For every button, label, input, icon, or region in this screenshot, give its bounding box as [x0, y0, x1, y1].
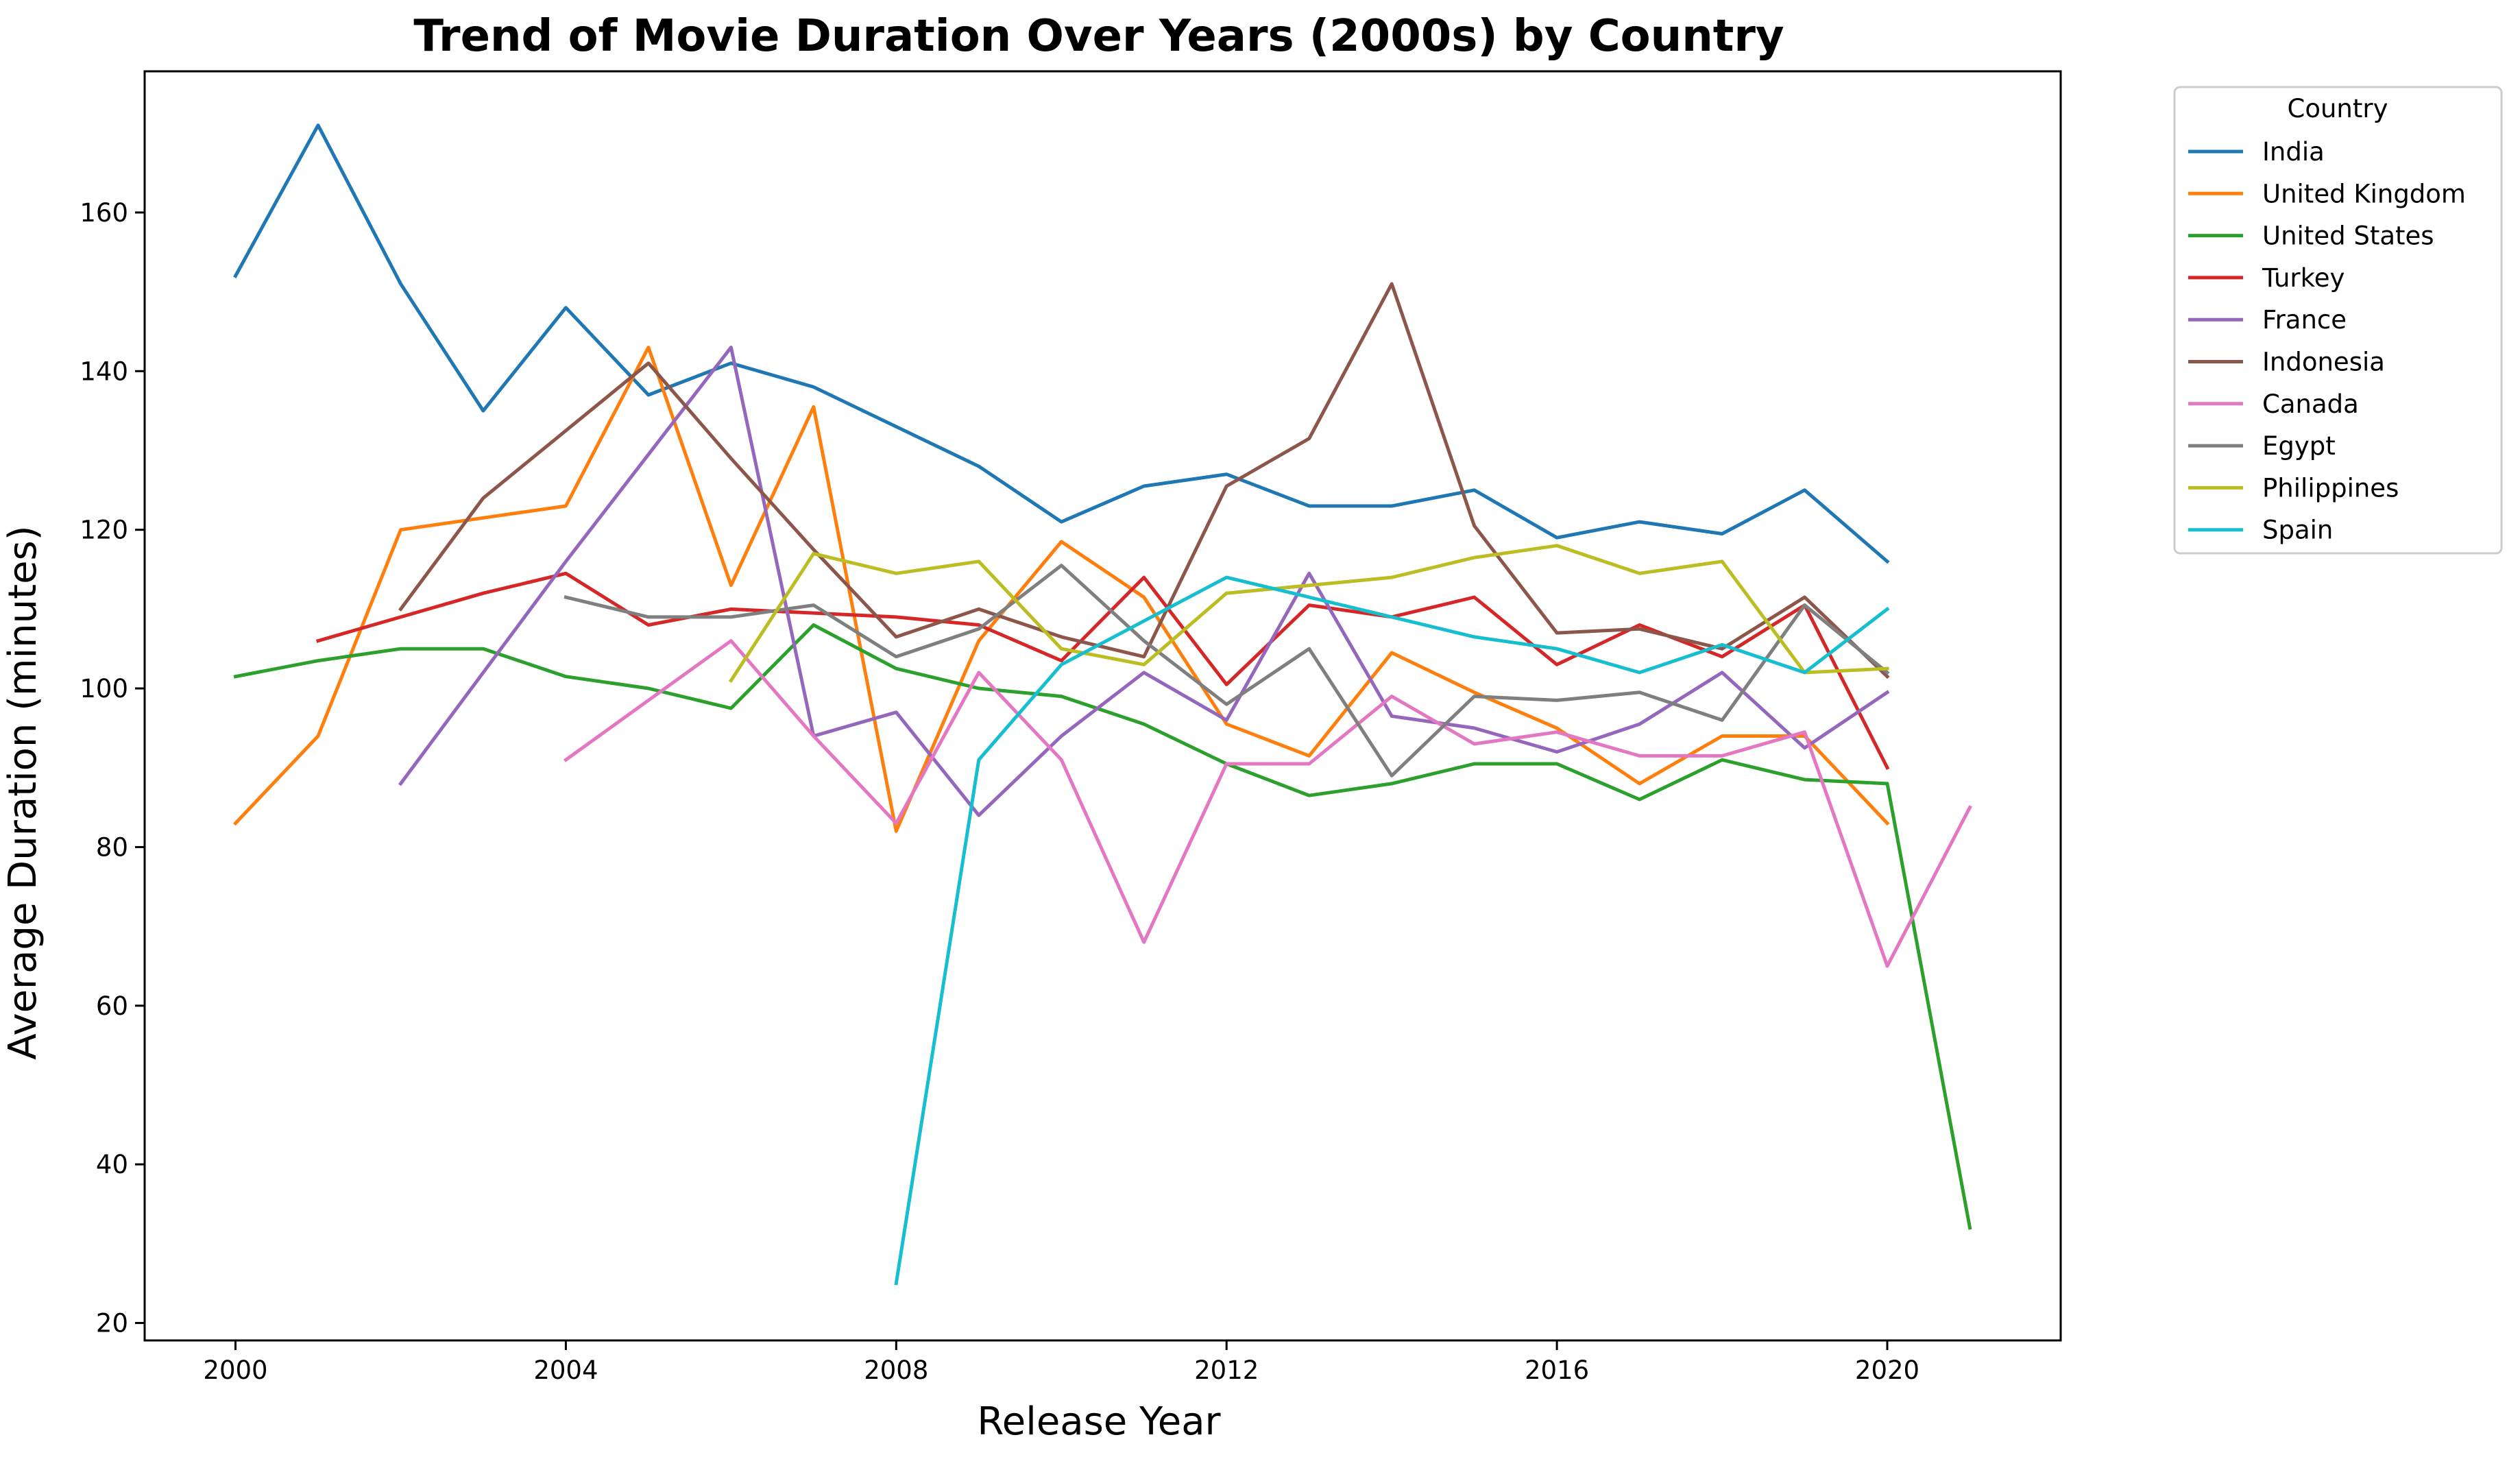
series-line-canada: [563, 639, 1972, 968]
y-tick-label: 60: [96, 991, 128, 1021]
y-tick-label: 100: [80, 674, 128, 703]
y-tick-label: 40: [96, 1150, 128, 1179]
axes-frame: [143, 70, 2062, 1342]
series-line-egypt: [564, 564, 1890, 778]
y-tick-label: 160: [80, 198, 128, 228]
series-line-philippines: [728, 544, 1889, 683]
chart-title: Trend of Movie Duration Over Years (2000…: [413, 11, 1784, 62]
y-tick-label: 120: [80, 516, 128, 545]
legend-title: Country: [2288, 94, 2388, 123]
series-line-united-kingdom: [232, 346, 1890, 833]
y-tick-label: 20: [96, 1309, 128, 1338]
x-tick-label: 2008: [864, 1356, 928, 1385]
legend-label-philippines: Philippines: [2262, 473, 2399, 503]
legend-label-turkey: Turkey: [2262, 263, 2345, 293]
legend-label-india: India: [2262, 137, 2325, 167]
series-line-india: [233, 123, 1890, 564]
x-axis-label: Release Year: [977, 1399, 1221, 1444]
legend-entries: India United Kingdom United States Turkey Fr…: [2188, 137, 2466, 545]
x-tick-label: 2020: [1855, 1356, 1919, 1385]
series-line-france: [398, 346, 1890, 817]
legend-label-united-kingdom: United Kingdom: [2262, 179, 2466, 208]
series-line-turkey: [315, 571, 1890, 771]
y-axis-label: Average Duration (minutes): [1, 525, 45, 1059]
legend-label-united-states: United States: [2262, 221, 2434, 251]
x-tick-label: 2016: [1525, 1356, 1589, 1385]
legend-label-egypt: Egypt: [2262, 431, 2336, 461]
legend-label-canada: Canada: [2262, 389, 2359, 419]
legend: Country India United Kingdom United States…: [2173, 86, 2503, 555]
series-line-united-states: [233, 623, 1972, 1230]
y-tick-label: 80: [96, 832, 128, 862]
legend-label-france: France: [2262, 305, 2347, 335]
plot-area: 2000 2004 2008 2012 2016 20202040608010012014…: [80, 70, 2062, 1385]
x-tick-label: 2004: [533, 1356, 598, 1385]
x-tick-label: 2000: [203, 1356, 267, 1385]
legend-frame: [2173, 86, 2503, 555]
legend-label-indonesia: Indonesia: [2262, 348, 2385, 377]
legend-label-spain: Spain: [2262, 516, 2333, 545]
y-tick-label: 140: [80, 357, 128, 386]
series-line-indonesia: [398, 282, 1890, 679]
series-line-spain: [894, 575, 1890, 1286]
x-tick-label: 2012: [1194, 1356, 1259, 1385]
